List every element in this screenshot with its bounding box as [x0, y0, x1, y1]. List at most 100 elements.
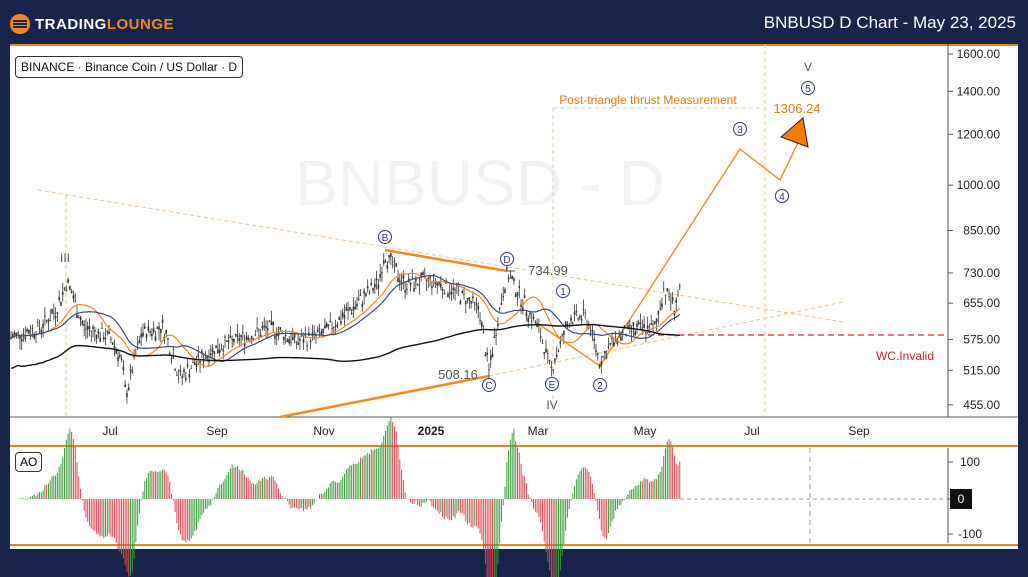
- candle-body: [493, 336, 496, 339]
- candle-body: [664, 294, 667, 296]
- candle-body: [270, 321, 273, 326]
- candle-body: [94, 329, 96, 332]
- candle-body: [136, 343, 139, 345]
- candle-body: [552, 369, 554, 371]
- candle-body: [662, 288, 665, 290]
- candle-body: [505, 267, 508, 270]
- candle-body: [272, 321, 274, 326]
- candle-body: [602, 356, 604, 357]
- projected-wave-path: [599, 131, 804, 367]
- candle-body: [466, 298, 469, 300]
- price-tick-label: 515.00: [963, 363, 1000, 377]
- candle-body: [274, 335, 276, 339]
- candle-body: [404, 290, 406, 293]
- candle-body: [450, 291, 453, 295]
- candle-body: [70, 291, 73, 294]
- candle-body: [509, 277, 512, 279]
- candle-body: [302, 338, 305, 343]
- wave-label-e: E: [549, 380, 556, 391]
- candle-body: [352, 306, 355, 312]
- candle-body: [115, 349, 118, 354]
- candle-body: [179, 370, 182, 373]
- candle-body: [99, 337, 101, 342]
- candle-body: [431, 286, 433, 289]
- candle-body: [425, 279, 428, 282]
- candle-body: [15, 333, 18, 336]
- ao-indicator-label[interactable]: AO: [15, 452, 43, 472]
- candle-body: [616, 341, 619, 344]
- wave-label-d-circle: [500, 252, 514, 266]
- candle-body: [472, 296, 474, 299]
- candle-body: [347, 309, 349, 311]
- candle-body: [395, 263, 398, 267]
- candle-body: [49, 319, 52, 321]
- candle-body: [299, 338, 301, 341]
- candle-body: [481, 322, 483, 327]
- wave-label-v: V: [804, 60, 812, 74]
- candle-body: [140, 333, 143, 338]
- candle-body: [541, 342, 544, 344]
- candle-body: [350, 312, 353, 315]
- candle-body: [584, 312, 587, 314]
- candle-body: [36, 322, 39, 324]
- candle-body: [393, 261, 396, 263]
- candle-body: [573, 312, 576, 315]
- candle-body: [415, 278, 417, 282]
- candle-body: [532, 316, 535, 319]
- candle-body: [491, 353, 494, 358]
- target-price-label: 1306.24: [774, 101, 821, 116]
- candle-body: [636, 323, 638, 327]
- candle-body: [102, 337, 105, 340]
- wave-label-3-circle: [733, 122, 747, 136]
- candle-body: [554, 358, 556, 362]
- candle-body: [19, 334, 21, 339]
- candle-body: [575, 311, 578, 313]
- ao-value-badge: [950, 489, 972, 509]
- wave-label-2: 2: [597, 381, 603, 392]
- symbol-label[interactable]: BINANCE · Binance Coin / US Dollar · D: [15, 56, 244, 78]
- candle-body: [158, 326, 160, 330]
- candle-body: [92, 326, 94, 329]
- candle-body: [320, 331, 323, 335]
- candle-body: [195, 363, 198, 368]
- candle-body: [398, 280, 401, 282]
- candle-body: [234, 333, 237, 336]
- candle-body: [666, 288, 669, 291]
- price-tick-label: 1200.00: [957, 127, 1001, 141]
- candle-body: [165, 329, 167, 334]
- candle-body: [359, 294, 362, 296]
- candle-body: [85, 329, 87, 330]
- candle-body: [245, 336, 248, 340]
- invalidation-label: WC.Invalid: [876, 349, 934, 363]
- candle-body: [511, 275, 513, 279]
- triangle-upper-extension: [37, 189, 844, 323]
- candle-body: [293, 333, 296, 338]
- candle-body: [543, 352, 546, 355]
- logo-icon: [10, 14, 30, 34]
- candle-body: [327, 324, 330, 327]
- wave-label-4-circle: [775, 189, 789, 203]
- candle-body: [500, 303, 503, 305]
- wave-label-b: B: [382, 233, 389, 244]
- candle-body: [548, 359, 551, 362]
- candle-body: [648, 332, 651, 333]
- wave-label-c: C: [485, 381, 492, 392]
- candle-body: [127, 387, 130, 391]
- candle-body: [434, 281, 437, 285]
- candle-body: [379, 274, 381, 278]
- price-tick-label: 655.00: [963, 296, 1000, 310]
- candle-body: [183, 369, 185, 373]
- candle-body: [591, 329, 594, 333]
- candle-body: [618, 332, 620, 334]
- candle-body: [668, 296, 670, 298]
- candle-body: [226, 340, 228, 342]
- candle-body: [186, 364, 189, 367]
- candle-body: [291, 337, 294, 341]
- candle-body: [263, 325, 266, 327]
- candle-body: [409, 282, 412, 285]
- candle-body: [119, 354, 121, 358]
- candle-body: [448, 293, 451, 295]
- candle-body: [131, 370, 134, 373]
- candle-body: [629, 325, 631, 327]
